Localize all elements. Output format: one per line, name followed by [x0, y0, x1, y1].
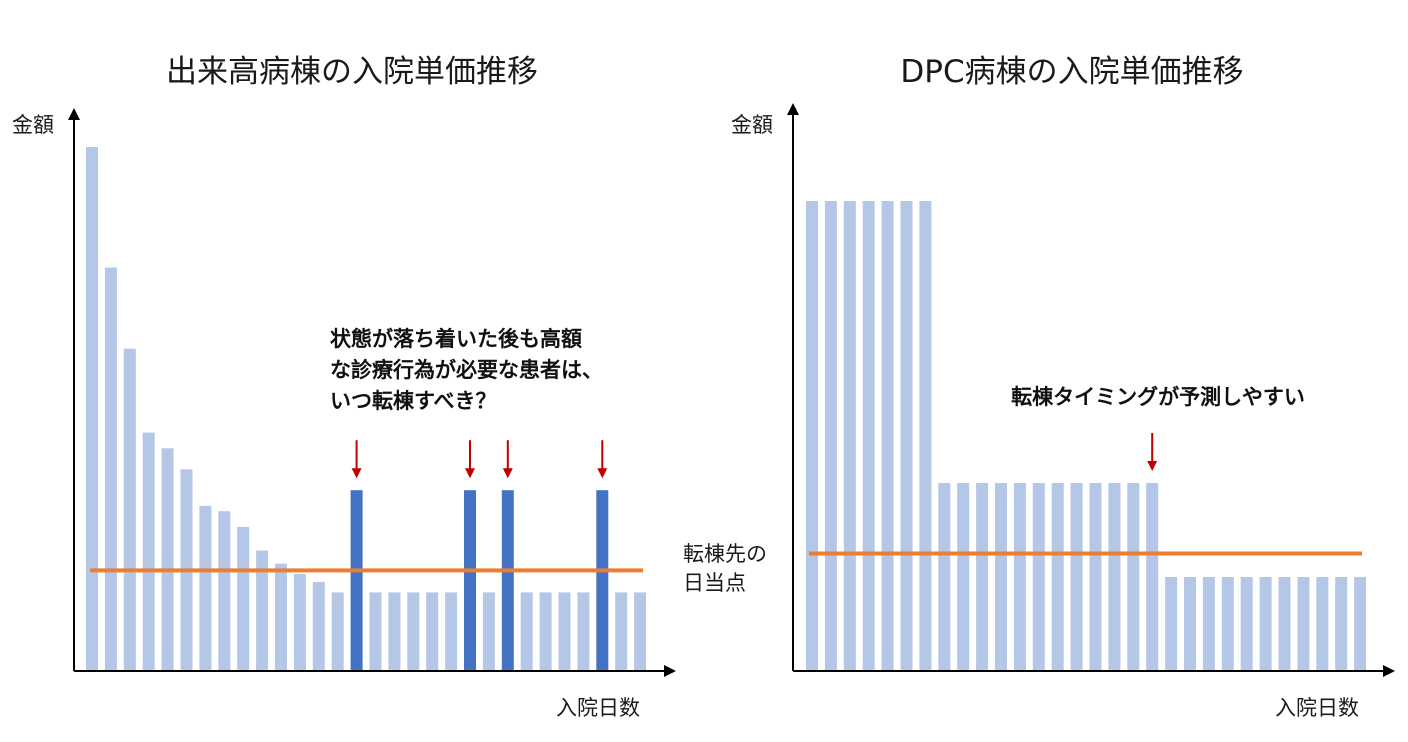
right-annotation: 転棟タイミングが予測しやすい: [1011, 385, 1305, 409]
left-bar-day-19: [426, 592, 439, 671]
right-x-axis-label: 入院日数: [1275, 696, 1359, 720]
right-bar-day-30: [1354, 577, 1367, 671]
left-y-axis-label: 金額: [12, 113, 54, 137]
left-bar-day-2: [104, 267, 117, 671]
left-x-axis-arrowhead: [664, 665, 676, 677]
left-arrow-head-day-15: [351, 468, 362, 479]
left-bar-day-23: [501, 490, 514, 671]
right-bar-day-28: [1316, 577, 1329, 671]
left-bar-day-27: [577, 592, 590, 671]
right-arrows: [1147, 433, 1158, 471]
right-bar-day-13: [1032, 483, 1045, 671]
left-bar-day-26: [558, 592, 571, 671]
left-bar-day-5: [161, 448, 174, 671]
left-bar-day-24: [520, 592, 533, 671]
left-bars: [86, 147, 647, 671]
right-bars: [806, 201, 1367, 671]
left-bar-day-11: [275, 563, 287, 671]
right-bar-day-15: [1070, 483, 1083, 671]
left-annotation-line-3: いつ転棟すべき？: [330, 389, 497, 413]
right-bar-day-2: [824, 201, 837, 671]
left-bar-day-13: [312, 581, 325, 671]
right-reference-label: 転棟先の 日当点: [683, 542, 774, 595]
left-bar-day-28: [596, 490, 609, 671]
right-bar-day-11: [995, 483, 1007, 671]
left-arrow-head-day-23: [502, 468, 513, 479]
left-bar-day-14: [331, 592, 344, 671]
right-bar-day-27: [1297, 577, 1310, 671]
left-bar-day-30: [634, 592, 647, 671]
left-arrow-head-day-21: [465, 468, 475, 479]
right-bar-day-14: [1051, 483, 1064, 671]
left-x-axis-label: 入院日数: [556, 696, 640, 720]
left-bar-day-4: [142, 432, 155, 671]
left-annotation: 状態が落ち着いた後も高額 な診療行為が必要な患者は、 いつ転棟すべき？: [330, 327, 610, 413]
right-reference-label-line-1: 転棟先の: [683, 542, 767, 566]
left-chart-title: 出来高病棟の入院単価推移: [166, 54, 538, 90]
left-bar-day-18: [407, 592, 420, 671]
right-y-axis-label: 金額: [731, 113, 773, 137]
left-chart: 出来高病棟の入院単価推移 金額 入院日数 状態が落ち着いた後も高額 な診療行為が…: [12, 54, 676, 720]
right-bar-day-19: [1146, 483, 1159, 671]
right-bar-day-10: [976, 483, 989, 671]
right-bar-day-26: [1278, 577, 1291, 671]
right-bar-day-8: [938, 483, 951, 671]
right-y-axis-arrowhead: [787, 103, 799, 115]
left-bar-day-22: [482, 592, 495, 671]
right-bar-day-22: [1202, 577, 1215, 671]
right-bar-day-17: [1108, 483, 1121, 671]
left-bar-day-25: [539, 592, 552, 671]
right-x-axis-arrowhead: [1383, 665, 1395, 677]
right-bar-day-29: [1335, 577, 1348, 671]
right-bar-day-16: [1089, 483, 1102, 671]
left-bar-day-17: [388, 592, 401, 671]
right-bar-day-7: [919, 201, 932, 671]
right-chart: DPC病棟の入院単価推移 金額 入院日数 転棟先の 日当点 転棟タイミングが予測…: [683, 54, 1395, 720]
left-bar-day-16: [369, 592, 382, 671]
left-y-axis-arrowhead: [68, 108, 80, 120]
left-bar-day-10: [256, 550, 269, 671]
right-bar-day-4: [862, 201, 875, 671]
right-bar-day-24: [1240, 577, 1253, 671]
left-arrows: [351, 440, 608, 479]
right-bar-day-9: [957, 483, 970, 671]
right-bar-day-21: [1184, 577, 1196, 671]
left-bar-day-3: [123, 348, 136, 671]
left-arrow-head-day-28: [597, 468, 608, 479]
left-bar-day-15: [350, 490, 363, 671]
right-bar-day-23: [1221, 577, 1234, 671]
right-bar-day-12: [1013, 483, 1026, 671]
right-reference-label-line-2: 日当点: [683, 571, 746, 595]
right-chart-title: DPC病棟の入院単価推移: [900, 54, 1243, 90]
left-bar-day-12: [293, 574, 306, 671]
left-bar-day-9: [237, 526, 250, 671]
right-bar-day-1: [806, 201, 818, 671]
right-arrow-head-day-19: [1147, 461, 1158, 471]
left-annotation-line-1: 状態が落ち着いた後も高額: [330, 327, 582, 351]
right-bar-day-20: [1165, 577, 1178, 671]
right-bar-day-25: [1259, 577, 1272, 671]
right-bar-day-6: [900, 201, 913, 671]
left-bar-day-29: [615, 592, 628, 671]
right-bar-day-3: [843, 201, 856, 671]
left-bar-day-7: [199, 505, 212, 671]
right-bar-day-18: [1127, 483, 1140, 671]
left-bar-day-8: [218, 511, 231, 671]
left-bar-day-20: [445, 592, 458, 671]
left-bar-day-21: [464, 490, 476, 671]
left-bar-day-1: [86, 147, 98, 671]
right-bar-day-5: [881, 201, 894, 671]
left-annotation-line-2: な診療行為が必要な患者は、: [330, 358, 603, 382]
